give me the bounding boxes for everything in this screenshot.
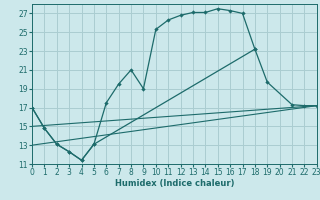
X-axis label: Humidex (Indice chaleur): Humidex (Indice chaleur): [115, 179, 234, 188]
